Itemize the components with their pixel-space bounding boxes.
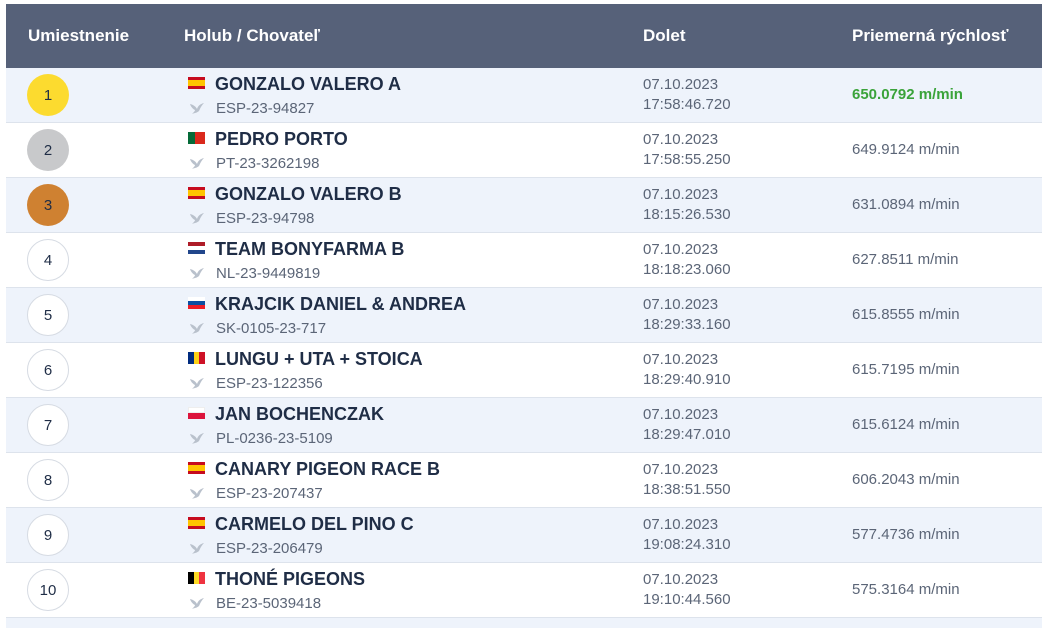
ring-number: SK-0105-23-717 (216, 320, 327, 337)
table-row[interactable]: 2 PEDRO PORTO PT-23-3262198 07.10.2023 17:58… (6, 123, 1042, 178)
table-row[interactable]: 10 THONÉ PIGEONS BE-23-5039418 07.10.2023 19… (6, 563, 1042, 618)
arrival-date: 07.10.2023 (643, 186, 719, 203)
avg-speed: 606.2043 m/min (852, 471, 960, 488)
arrival-date: 07.10.2023 (643, 131, 719, 148)
breeder-name[interactable]: THONÉ PIGEONS (215, 569, 366, 589)
arrival-date: 07.10.2023 (643, 406, 719, 423)
breeder-name[interactable]: GONZALO VALERO A (215, 74, 401, 94)
flag-nl-icon (188, 242, 205, 254)
breeder-name[interactable]: LUNGU + UTA + STOICA (215, 349, 423, 369)
rank-badge: 1 (27, 74, 69, 116)
breeder-name[interactable]: TEAM BONYFARMA B (215, 239, 405, 259)
ring-number: ESP-23-94798 (216, 210, 315, 227)
rank-badge: 4 (27, 239, 69, 281)
ring-number: ESP-23-94827 (216, 100, 315, 117)
flag-pt-icon (188, 132, 205, 144)
rank-badge: 7 (27, 404, 69, 446)
flag-es-icon (188, 187, 205, 199)
arrival-time: 17:58:55.250 (643, 151, 731, 168)
arrival-date: 07.10.2023 (643, 516, 719, 533)
avg-speed: 627.8511 m/min (852, 251, 959, 268)
arrival-time: 17:58:46.720 (643, 96, 731, 113)
breeder-name[interactable]: GONZALO VALERO B (215, 184, 402, 204)
breeder-name[interactable]: PEDRO PORTO (215, 129, 348, 149)
arrival-time: 19:10:44.560 (643, 591, 731, 608)
table-row[interactable]: 3 GONZALO VALERO B ESP-23-94798 07.10.2023 1… (6, 178, 1042, 233)
pigeon-icon (189, 541, 205, 555)
avg-speed: 615.7195 m/min (852, 361, 960, 378)
pigeon-icon (189, 266, 205, 280)
flag-es-icon (188, 77, 205, 89)
avg-speed: 577.4736 m/min (852, 526, 960, 543)
header-avg-speed[interactable]: Priemerná rýchlosť (852, 26, 1009, 45)
arrival-time: 18:29:40.910 (643, 371, 731, 388)
breeder-name[interactable]: CANARY PIGEON RACE B (215, 459, 441, 479)
ring-number: ESP-23-207437 (216, 485, 323, 502)
breeder-name[interactable]: JAN BOCHENCZAK (215, 404, 385, 424)
flag-be-icon (188, 572, 205, 584)
avg-speed: 615.6124 m/min (852, 416, 960, 433)
results-table: Umiestnenie Holub / Chovateľ Dolet Priem… (6, 4, 1042, 628)
pigeon-icon (189, 321, 205, 335)
table-row[interactable]: 8 CANARY PIGEON RACE B ESP-23-207437 07.10.… (6, 453, 1042, 508)
pigeon-icon (189, 486, 205, 500)
ring-number: NL-23-9449819 (216, 265, 321, 282)
arrival-time: 18:18:23.060 (643, 261, 731, 278)
flag-es-icon (188, 462, 205, 474)
pigeon-icon (189, 211, 205, 225)
arrival-time: 18:38:51.550 (643, 481, 731, 498)
header-rank[interactable]: Umiestnenie (28, 26, 130, 45)
table-body: 1 GONZALO VALERO A ESP-23-94827 07.10.2023 1… (6, 68, 1042, 628)
avg-speed: 631.0894 m/min (852, 196, 960, 213)
breeder-name[interactable]: KRAJCIK DANIEL & ANDREA (215, 294, 467, 314)
arrival-date: 07.10.2023 (643, 571, 719, 588)
flag-sk-icon (188, 297, 205, 309)
pigeon-icon (189, 431, 205, 445)
table-row[interactable]: 6 LUNGU + UTA + STOICA ESP-23-122356 07.10.… (6, 343, 1042, 398)
rank-badge: 3 (27, 184, 69, 226)
ring-number: BE-23-5039418 (216, 595, 322, 612)
header-arrival[interactable]: Dolet (643, 26, 686, 45)
rank-badge: 9 (27, 514, 69, 556)
arrival-time: 18:15:26.530 (643, 206, 731, 223)
rank-badge: 2 (27, 129, 69, 171)
pigeon-icon (189, 101, 205, 115)
arrival-time: 19:08:24.310 (643, 536, 731, 553)
arrival-time: 18:29:33.160 (643, 316, 731, 333)
table-row[interactable]: 9 CARMELO DEL PINO C ESP-23-206479 07.10.20… (6, 508, 1042, 563)
table-header: Umiestnenie Holub / Chovateľ Dolet Priem… (6, 4, 1042, 68)
flag-ro-icon (188, 352, 205, 364)
ring-number: ESP-23-206479 (216, 540, 323, 557)
avg-speed: 649.9124 m/min (852, 141, 960, 158)
flag-pl-icon (188, 407, 205, 419)
pigeon-icon (189, 376, 205, 390)
avg-speed: 650.0792 m/min (852, 86, 963, 103)
table-row-partial (6, 618, 1042, 628)
table-row[interactable]: 4 TEAM BONYFARMA B NL-23-9449819 07.10.2023… (6, 233, 1042, 288)
arrival-date: 07.10.2023 (643, 351, 719, 368)
avg-speed: 575.3164 m/min (852, 581, 960, 598)
avg-speed: 615.8555 m/min (852, 306, 960, 323)
table-row[interactable]: 7 JAN BOCHENCZAK PL-0236-23-5109 07.10.2023… (6, 398, 1042, 453)
rank-badge: 6 (27, 349, 69, 391)
pigeon-icon (189, 596, 205, 610)
ring-number: PT-23-3262198 (216, 155, 320, 172)
ring-number: ESP-23-122356 (216, 375, 323, 392)
header-pigeon-breeder[interactable]: Holub / Chovateľ (184, 26, 320, 45)
ring-number: PL-0236-23-5109 (216, 430, 333, 447)
arrival-date: 07.10.2023 (643, 241, 719, 258)
arrival-time: 18:29:47.010 (643, 426, 731, 443)
arrival-date: 07.10.2023 (643, 296, 719, 313)
pigeon-icon (189, 156, 205, 170)
table-row[interactable]: 5 KRAJCIK DANIEL & ANDREA SK-0105-23-717 07… (6, 288, 1042, 343)
arrival-date: 07.10.2023 (643, 461, 719, 478)
table-row[interactable]: 1 GONZALO VALERO A ESP-23-94827 07.10.2023 1… (6, 68, 1042, 123)
rank-badge: 10 (27, 569, 69, 611)
rank-badge: 8 (27, 459, 69, 501)
breeder-name[interactable]: CARMELO DEL PINO C (215, 514, 414, 534)
flag-es-icon (188, 517, 205, 529)
rank-badge: 5 (27, 294, 69, 336)
arrival-date: 07.10.2023 (643, 76, 719, 93)
